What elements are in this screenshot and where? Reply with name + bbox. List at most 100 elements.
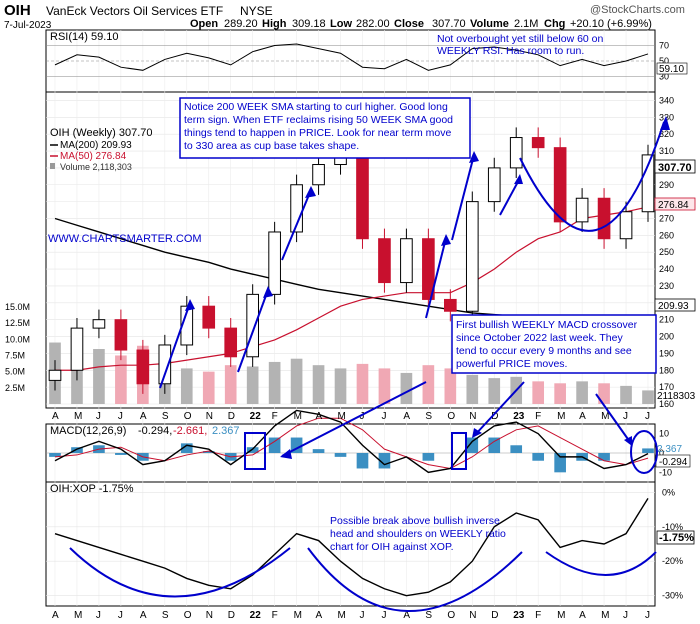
volume-bar <box>246 366 259 404</box>
trend-arrow-4 <box>425 237 447 319</box>
x-tick-label-top: M <box>294 411 302 422</box>
volume-bar <box>554 383 566 404</box>
volume-bar <box>356 363 369 404</box>
x-tick-label-top: J <box>645 411 650 422</box>
macd-value: -0.294, <box>138 425 172 437</box>
x-tick-label-bottom: 23 <box>513 610 525 621</box>
chg-label: Chg <box>544 18 565 30</box>
candle-body <box>92 319 106 329</box>
x-tick-label-top: J <box>96 411 101 422</box>
macd-crossover-circle <box>630 430 658 474</box>
drawn-annotations <box>69 121 665 612</box>
x-tick-label-top: A <box>403 411 410 422</box>
candle-body <box>509 137 523 169</box>
x-tick-label-bottom: F <box>535 610 541 621</box>
volume-bar <box>444 368 457 404</box>
volume-bar <box>576 381 588 404</box>
sma200-label: MA(200) 209.93 <box>60 140 132 151</box>
exchange: NYSE <box>240 4 273 18</box>
x-tick-label-top: N <box>469 411 476 422</box>
high-label: High <box>262 18 287 30</box>
rsi-tick-label: 50 <box>659 56 669 66</box>
macd-link-arrow-3 <box>595 393 631 443</box>
rsi-value-tag-box <box>656 62 688 75</box>
low-label: Low <box>330 18 352 30</box>
volume-bar <box>202 371 215 404</box>
ratio-tag-box <box>656 530 695 545</box>
x-tick-label-top: A <box>140 411 147 422</box>
price-tick-label: 230 <box>659 281 674 291</box>
x-tick-label-top: A <box>52 411 59 422</box>
candle-body <box>597 197 611 240</box>
x-tick-label-bottom: M <box>338 610 346 621</box>
volume-tick-label: 7.5M <box>5 350 25 360</box>
high-value: 309.18 <box>292 18 326 30</box>
volume-tick-label: 10.0M <box>5 334 30 344</box>
macd-signal-line <box>54 417 649 469</box>
x-tick-label-top: A <box>579 411 586 422</box>
volume-bar <box>422 365 435 404</box>
volume-bar <box>466 374 479 404</box>
price-tick-label: 250 <box>659 247 674 257</box>
price-tick-label: 210 <box>659 315 674 325</box>
macd-histogram-bar <box>488 437 501 453</box>
ratio-tick-label: -20% <box>662 556 683 566</box>
x-tick-label-top: J <box>118 411 123 422</box>
x-tick-label-top: F <box>272 411 278 422</box>
macd-layer <box>46 409 655 474</box>
ratio-tag: -1.75% <box>659 532 694 544</box>
ratio-panel-frame <box>45 481 656 607</box>
macd-crossover-box-1 <box>244 432 266 470</box>
sma50-tag-box <box>654 197 696 211</box>
candle-body <box>268 231 281 295</box>
volume-tick-label: 5.0M <box>5 367 25 377</box>
volume-bar <box>598 383 610 404</box>
open-label: Open <box>190 18 218 30</box>
x-tick-label-top: 23 <box>513 411 525 422</box>
macd-note-box <box>451 314 657 374</box>
chart-date: 7-Jul-2023 <box>4 20 52 31</box>
macd-histogram-bar <box>49 453 61 457</box>
price-tick-label: 180 <box>659 365 674 375</box>
volume-bar <box>378 368 391 404</box>
ohlc-readout: Open 289.20 High 309.18 Low 282.00 Close… <box>190 18 652 30</box>
trend-arrow-2 <box>237 289 269 373</box>
volume-legend-label: Volume 2,118,303 <box>60 162 132 172</box>
price-label: OIH (Weekly) 307.70 <box>50 127 153 139</box>
volume-bar <box>224 365 237 404</box>
x-tick-label-top: M <box>601 411 609 422</box>
x-tick-label-top: S <box>162 411 169 422</box>
x-tick-label-bottom: O <box>184 610 192 621</box>
volume-bar <box>180 368 193 404</box>
x-tick-label-top: D <box>491 411 498 422</box>
macd-histogram-bar <box>422 453 435 461</box>
ratio-arc-left <box>69 547 291 598</box>
ratio-arc-right <box>545 551 657 576</box>
price-tick-label: 200 <box>659 332 674 342</box>
price-tick-label: 290 <box>659 180 674 190</box>
candle-body <box>356 147 369 240</box>
price-tick-label: 260 <box>659 230 674 240</box>
x-tick-label-bottom: M <box>74 610 82 621</box>
macd-signal-value: -2.661, <box>173 425 207 437</box>
trend-arrow-6 <box>499 177 521 216</box>
macd-histogram-bar <box>202 451 215 453</box>
x-tick-label-top: N <box>206 411 213 422</box>
ratio-tick-label: -30% <box>662 591 683 601</box>
candle-body <box>180 305 194 346</box>
candle-body <box>70 327 84 371</box>
last-price-tag: 307.70 <box>658 162 692 174</box>
x-tick-label-bottom: J <box>118 610 123 621</box>
sma-note: Notice 200 WEEK SMA starting to curl hig… <box>184 101 453 152</box>
x-tick-label-bottom: J <box>623 610 628 621</box>
x-tick-label-top: M <box>338 411 346 422</box>
macd-histogram-bar <box>334 453 347 457</box>
close-label: Close <box>394 18 424 30</box>
macd-histogram-bar <box>466 437 479 453</box>
price-tick-label: 160 <box>659 399 674 409</box>
sma200-tag-box <box>654 298 696 312</box>
x-tick-label-bottom: N <box>469 610 476 621</box>
price-tick-label: 190 <box>659 348 674 358</box>
macd-hist-tag: 2.367 <box>657 444 682 455</box>
volume-bar <box>268 361 281 404</box>
